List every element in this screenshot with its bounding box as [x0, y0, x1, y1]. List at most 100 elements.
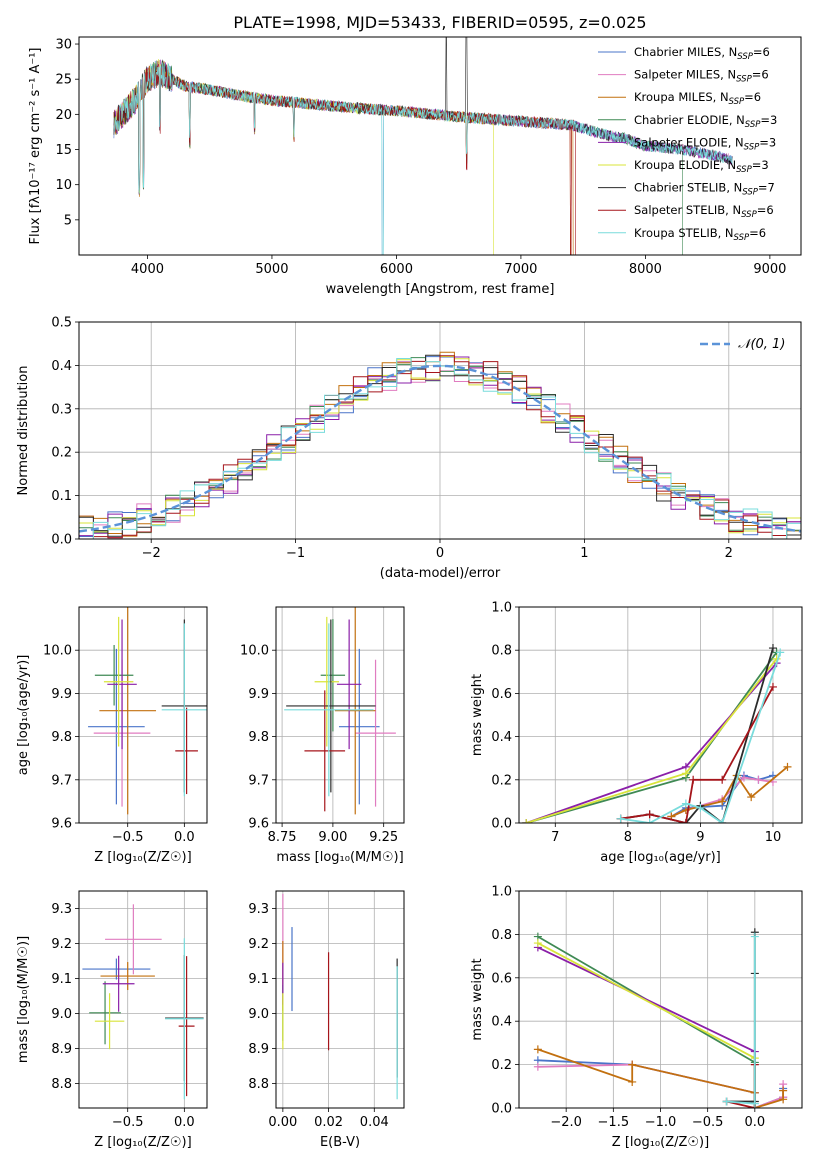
series-marker	[783, 762, 792, 771]
y-tick-label: 0.6	[491, 971, 512, 986]
plot-area	[284, 607, 396, 815]
legend-label: Kroupa STELIB, N	[634, 226, 734, 240]
errorbar-point	[161, 623, 207, 797]
y-tick-label: 25	[55, 73, 72, 88]
y-tick-label: 30	[55, 38, 72, 53]
legend-entry: Chabrier MILES, NSSP=6	[634, 45, 770, 62]
x-tick-label: 6000	[380, 262, 413, 277]
errorbar-point	[89, 981, 121, 1045]
series-marker	[645, 819, 654, 823]
legend-entry: 𝒩(0, 1)	[738, 337, 785, 352]
legend-label: Salpeter STELIB, N	[634, 203, 741, 217]
y-tick-label: 20	[55, 108, 72, 123]
legend-suffix: =6	[744, 90, 761, 104]
legend-subscript: SSP	[729, 97, 745, 107]
y-tick-label: 9.6	[51, 817, 72, 832]
x-tick-label: 7	[551, 830, 559, 845]
y-tick-label: 9.0	[51, 1007, 72, 1022]
x-tick-label: 0.04	[360, 1115, 389, 1130]
legend-entry: Chabrier ELODIE, NSSP=3	[634, 113, 777, 130]
legend-subscript: SSP	[737, 52, 753, 62]
x-tick-label: 10	[765, 830, 782, 845]
y-tick-label: 1.0	[491, 885, 512, 900]
axes-frame	[275, 606, 405, 824]
errorbar-point	[338, 648, 380, 805]
x-tick-label: 2	[725, 546, 733, 561]
legend-entry: Kroupa STELIB, NSSP=6	[634, 226, 766, 243]
x-tick-label: −0.5	[112, 1115, 144, 1130]
y-tick-label: 0.1	[51, 489, 72, 504]
plot-area	[88, 607, 207, 815]
y-tick-label: 9.3	[51, 902, 72, 917]
errorbar-point	[320, 619, 346, 732]
y-tick-label: 0.2	[51, 446, 72, 461]
y-tick-label: 9.1	[51, 972, 72, 987]
y-tick-label: 0.6	[491, 687, 512, 702]
y-tick-label: 0.4	[491, 730, 512, 745]
errorbar-point	[178, 956, 195, 1097]
plot-area	[113, 37, 733, 255]
y-axis-label: Normed distribution	[16, 366, 31, 496]
legend-suffix: =7	[758, 181, 775, 195]
x-tick-label: 8.75	[268, 830, 297, 845]
series-marker	[616, 814, 625, 823]
legend-subscript: SSP	[744, 142, 760, 152]
y-tick-label: 1.0	[491, 601, 512, 616]
plot-area	[82, 904, 204, 1100]
y-axis-label: age [log₁₀(age/yr)]	[16, 655, 31, 776]
axes-frame	[518, 606, 803, 824]
y-axis-label: mass weight	[470, 674, 485, 756]
x-tick-label: 9	[696, 830, 704, 845]
y-tick-label: 5	[64, 213, 72, 228]
series-marker	[718, 775, 727, 784]
errorbar-point	[336, 619, 362, 750]
legend-label: Salpeter MILES, N	[634, 68, 736, 82]
mass-weight-series-line	[537, 946, 756, 1108]
mass-weight-series-line	[726, 936, 756, 1105]
x-axis-label: E(B-V)	[320, 1135, 360, 1150]
x-tick-label: −0.5	[112, 830, 144, 845]
y-tick-label: 9.2	[51, 937, 72, 952]
errorbar-point	[314, 616, 339, 747]
legend-subscript: SSP	[745, 120, 761, 130]
axes-frame	[78, 890, 208, 1109]
series-marker	[768, 682, 777, 691]
series-marker	[533, 939, 542, 948]
mass-weight-series-line	[671, 766, 789, 818]
x-tick-label: 0.0	[744, 1115, 765, 1130]
y-tick-label: 8.9	[51, 1042, 72, 1057]
series-marker	[779, 1095, 788, 1104]
y-tick-label: 0.0	[491, 1102, 512, 1117]
series-marker	[628, 1077, 637, 1086]
errorbar-point	[94, 645, 134, 706]
y-tick-label: 9.3	[248, 902, 269, 917]
series-marker	[681, 819, 690, 823]
y-tick-label: 9.6	[248, 817, 269, 832]
errorbar-point	[105, 904, 162, 975]
y-tick-label: 0.4	[51, 359, 72, 374]
spectrum-series-line	[113, 63, 576, 255]
y-tick-label: 9.7	[51, 773, 72, 788]
mass-weight-series-line	[526, 651, 778, 823]
y-tick-label: 8.8	[248, 1077, 269, 1092]
y-tick-label: 8.8	[51, 1077, 72, 1092]
y-axis-label: mass [log₁₀(M/M☉)]	[16, 936, 31, 1063]
series-marker	[776, 648, 785, 657]
panel-age_vs_metallicity: −0.5 0.0 9.6 9.7 9.8 9.9 10.0 Z [log₁₀(Z/Z☉)] ag…	[16, 606, 208, 865]
x-tick-label: 0.0	[174, 830, 195, 845]
x-tick-label: 0.02	[314, 1115, 343, 1130]
plots-container: 4000 5000 6000 7000 8000 900051015202530wavel…	[16, 36, 803, 1150]
plot-area	[522, 644, 792, 823]
x-tick-label: 1	[580, 546, 588, 561]
panel-mass_vs_metallicity: −0.5 0.0 8.8 8.9 9.0 9.1 9.2 9.3 Z [log₁₀(Z/Z☉)]…	[16, 890, 208, 1150]
x-tick-label: 8000	[629, 262, 662, 277]
legend-entry: Salpeter MILES, NSSP=6	[634, 68, 769, 85]
y-tick-label: 15	[55, 143, 72, 158]
mass-weight-series-line	[620, 652, 782, 823]
mass-weight-series-line	[526, 662, 778, 823]
histogram-step-line	[79, 358, 801, 539]
mass-weight-series-line	[537, 942, 756, 1108]
legend-entry: Kroupa ELODIE, NSSP=3	[634, 158, 769, 175]
